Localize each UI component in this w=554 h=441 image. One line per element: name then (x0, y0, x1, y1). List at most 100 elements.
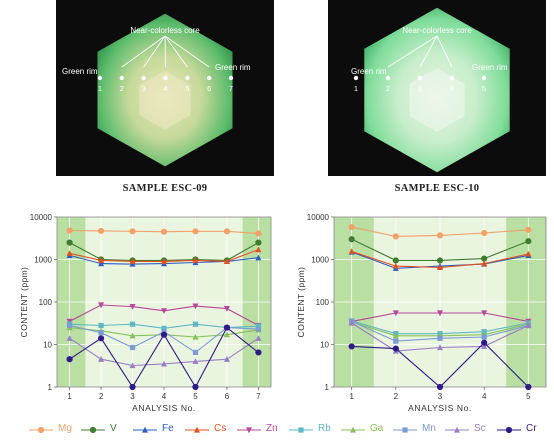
data-point-zn (161, 308, 167, 315)
pointer-line (164, 35, 166, 68)
pointer-line (143, 35, 166, 68)
data-point-cs (437, 264, 443, 271)
series-cs (348, 248, 532, 271)
data-point-mg (255, 230, 262, 237)
analysis-point-dot (385, 75, 391, 81)
data-point-v (66, 239, 73, 246)
data-point-mn (481, 334, 487, 340)
x-tick-label: 7 (256, 392, 261, 401)
x-tick-label: 5 (193, 392, 198, 401)
data-point-mg (129, 228, 136, 235)
data-point-rb (161, 325, 167, 331)
data-point-mg (392, 233, 399, 240)
data-point-cr (255, 349, 262, 356)
series-sc (348, 319, 532, 354)
data-point-cr (129, 383, 136, 391)
core-label: Near-colorless core (402, 26, 472, 35)
data-point-sc (348, 319, 355, 326)
data-point-v (436, 257, 444, 264)
data-point-sc (192, 358, 199, 365)
legend-label: Ga (370, 423, 384, 434)
data-point-cr (66, 356, 73, 363)
series-mg (348, 223, 532, 240)
data-point-mg (348, 223, 355, 231)
data-point-ga (129, 332, 136, 339)
x-tick-label: 4 (482, 392, 487, 401)
data-point-v (255, 239, 262, 246)
legend-label: V (110, 423, 117, 434)
y-tick-label: 1000 (34, 256, 52, 265)
series-cr (66, 324, 262, 391)
data-point-cs (161, 258, 167, 265)
series-mg (66, 227, 262, 237)
legend-swatch-v (81, 426, 105, 434)
legend-swatch-ga (341, 426, 365, 433)
data-point-mg (481, 229, 488, 237)
pointer-line (387, 35, 438, 68)
legend-swatch-fe (133, 426, 157, 433)
analysis-point-label: 4 (163, 84, 167, 93)
x-tick-label: 3 (438, 392, 443, 401)
data-point-cr (481, 339, 488, 346)
series-sc (66, 335, 262, 369)
data-point-cs (98, 257, 105, 264)
data-point-zn (481, 310, 488, 317)
data-point-cs (129, 258, 136, 265)
legend-swatch-rb (289, 427, 313, 433)
data-point-rb (192, 321, 199, 327)
crystal-core (409, 68, 465, 132)
data-point-v (525, 238, 532, 245)
series-cr (348, 339, 532, 391)
data-point-cr (223, 324, 231, 331)
analysis-point-dot (228, 75, 234, 81)
pointer-line (164, 35, 188, 68)
data-point-ga (223, 331, 230, 338)
y-axis-label: CONTENT (ppm) (296, 267, 306, 338)
y-axis-label: CONTENT (ppm) (19, 267, 29, 338)
data-point-mn (437, 335, 443, 341)
data-point-zn (223, 305, 230, 312)
legend-label: Mg (58, 423, 72, 434)
data-point-cr (348, 343, 355, 350)
x-tick-label: 4 (162, 392, 167, 401)
legend-swatch-cr (497, 426, 521, 434)
x-axis-label: ANALYSIS No. (132, 403, 196, 413)
data-point-mn (98, 330, 104, 336)
y-tick-label: 100 (316, 298, 330, 307)
analysis-point-dot (185, 75, 190, 81)
data-point-zn (437, 310, 443, 317)
analysis-point-dot (163, 75, 168, 81)
y-tick-label: 100 (39, 298, 53, 307)
pointer-line (121, 35, 166, 68)
data-point-sc (437, 344, 443, 351)
data-point-cs (348, 248, 355, 255)
x-tick-label: 1 (67, 392, 72, 401)
data-point-cs (525, 250, 532, 257)
analysis-point-label: 6 (207, 84, 211, 93)
core-label: Near-colorless core (130, 26, 200, 35)
legend-label: Fe (162, 423, 174, 434)
data-point-mg (160, 228, 168, 235)
data-point-cr (525, 383, 532, 391)
sample-title-esc-09: SAMPLE ESC-09 (122, 183, 208, 194)
analysis-point-label: 3 (142, 84, 146, 93)
legend-swatch-sc (445, 426, 469, 433)
data-point-zn (392, 310, 399, 317)
y-tick-label: 1000 (311, 256, 329, 265)
analysis-point-dot (97, 75, 103, 81)
data-point-cs (223, 258, 230, 265)
data-point-fe (98, 260, 105, 267)
y-tick-label: 1 (48, 383, 53, 392)
analysis-point-label: 3 (418, 84, 422, 93)
legend-label: Zn (266, 423, 278, 434)
analysis-point-dot (353, 75, 359, 81)
analysis-point-dot (141, 75, 146, 81)
analysis-point-dot (449, 75, 455, 81)
left-rim-label: Green rim (351, 67, 387, 76)
data-point-mn (192, 349, 199, 356)
pointer-line (436, 35, 453, 68)
data-point-mg (436, 232, 444, 239)
data-point-mn (255, 326, 262, 332)
data-point-sc (223, 356, 230, 362)
x-axis-label: ANALYSIS No. (408, 403, 472, 413)
